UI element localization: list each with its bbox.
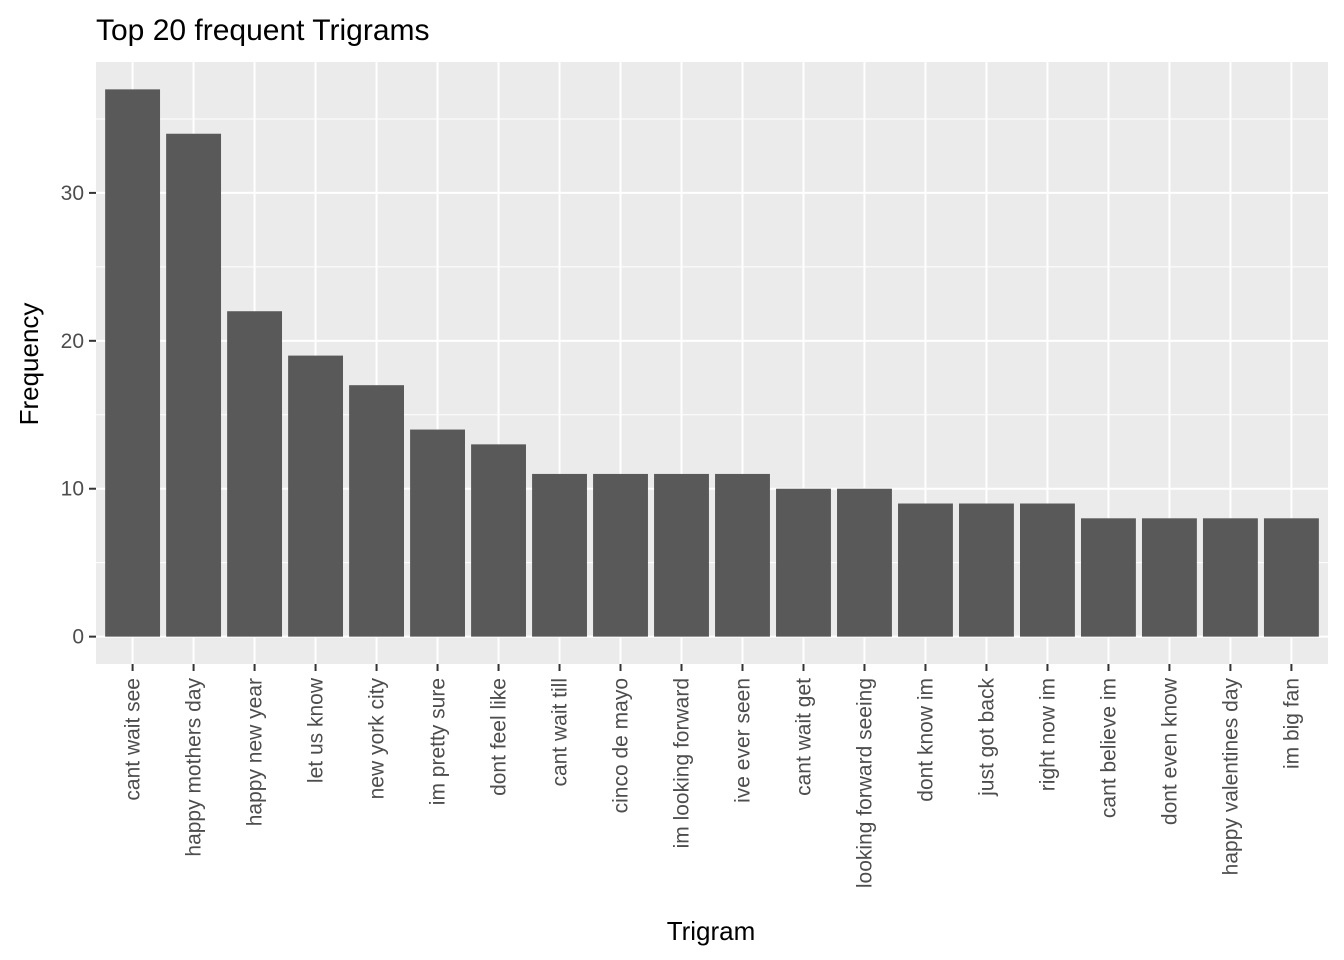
x-tick-label: dont even know <box>1158 677 1181 825</box>
bar <box>105 89 161 637</box>
x-tick-label: looking forward seeing <box>853 678 876 888</box>
y-axis: 0 10 20 30 <box>61 182 96 649</box>
bars <box>105 89 1319 637</box>
bar <box>532 473 587 637</box>
y-tick-label: 10 <box>61 478 84 501</box>
x-tick-label: dont know im <box>914 678 937 802</box>
x-tick-label: im big fan <box>1280 678 1303 769</box>
bar <box>837 488 892 637</box>
bar <box>410 429 465 637</box>
x-tick-label: cinco de mayo <box>610 678 633 813</box>
bar <box>166 133 222 637</box>
x-tick-label: cant believe im <box>1097 678 1120 818</box>
x-tick-label: cant wait see <box>122 678 145 801</box>
x-tick-label: im pretty sure <box>427 678 450 805</box>
bar <box>959 503 1014 637</box>
x-tick-label: cant wait get <box>792 678 815 796</box>
bar <box>227 311 283 637</box>
bar <box>1202 518 1258 637</box>
x-tick-label: let us know <box>305 677 328 783</box>
x-axis-title: Trigram <box>667 916 756 946</box>
bar <box>593 473 648 637</box>
bar <box>1141 518 1197 637</box>
x-tick-label: im looking forward <box>671 678 694 848</box>
x-tick-label: ive ever seen <box>731 678 754 803</box>
bar <box>776 488 831 637</box>
y-tick-label: 20 <box>61 330 84 353</box>
x-tick-label: new york city <box>366 678 389 800</box>
bar <box>1263 518 1319 637</box>
x-tick-label: happy new year <box>244 678 267 826</box>
x-tick-label: cant wait till <box>549 678 572 787</box>
bar <box>288 355 344 637</box>
bar <box>898 503 953 637</box>
x-tick-label: just got back <box>975 678 998 797</box>
x-axis: cant wait see happy mothers day happy new … <box>122 664 1303 888</box>
bar <box>349 385 404 637</box>
x-tick-label: happy mothers day <box>183 678 206 857</box>
bar <box>654 473 709 637</box>
y-tick-label: 0 <box>72 626 84 649</box>
y-tick-label: 30 <box>61 182 84 205</box>
chart-title: Top 20 frequent Trigrams <box>96 14 430 47</box>
y-axis-title: Frequency <box>14 303 44 426</box>
bar <box>1080 518 1136 637</box>
bar <box>1020 503 1075 637</box>
x-tick-label: happy valentines day <box>1219 678 1242 876</box>
bar <box>715 473 770 637</box>
x-tick-label: right now im <box>1036 678 1059 791</box>
bar <box>471 444 526 637</box>
x-tick-label: dont feel like <box>488 678 511 796</box>
